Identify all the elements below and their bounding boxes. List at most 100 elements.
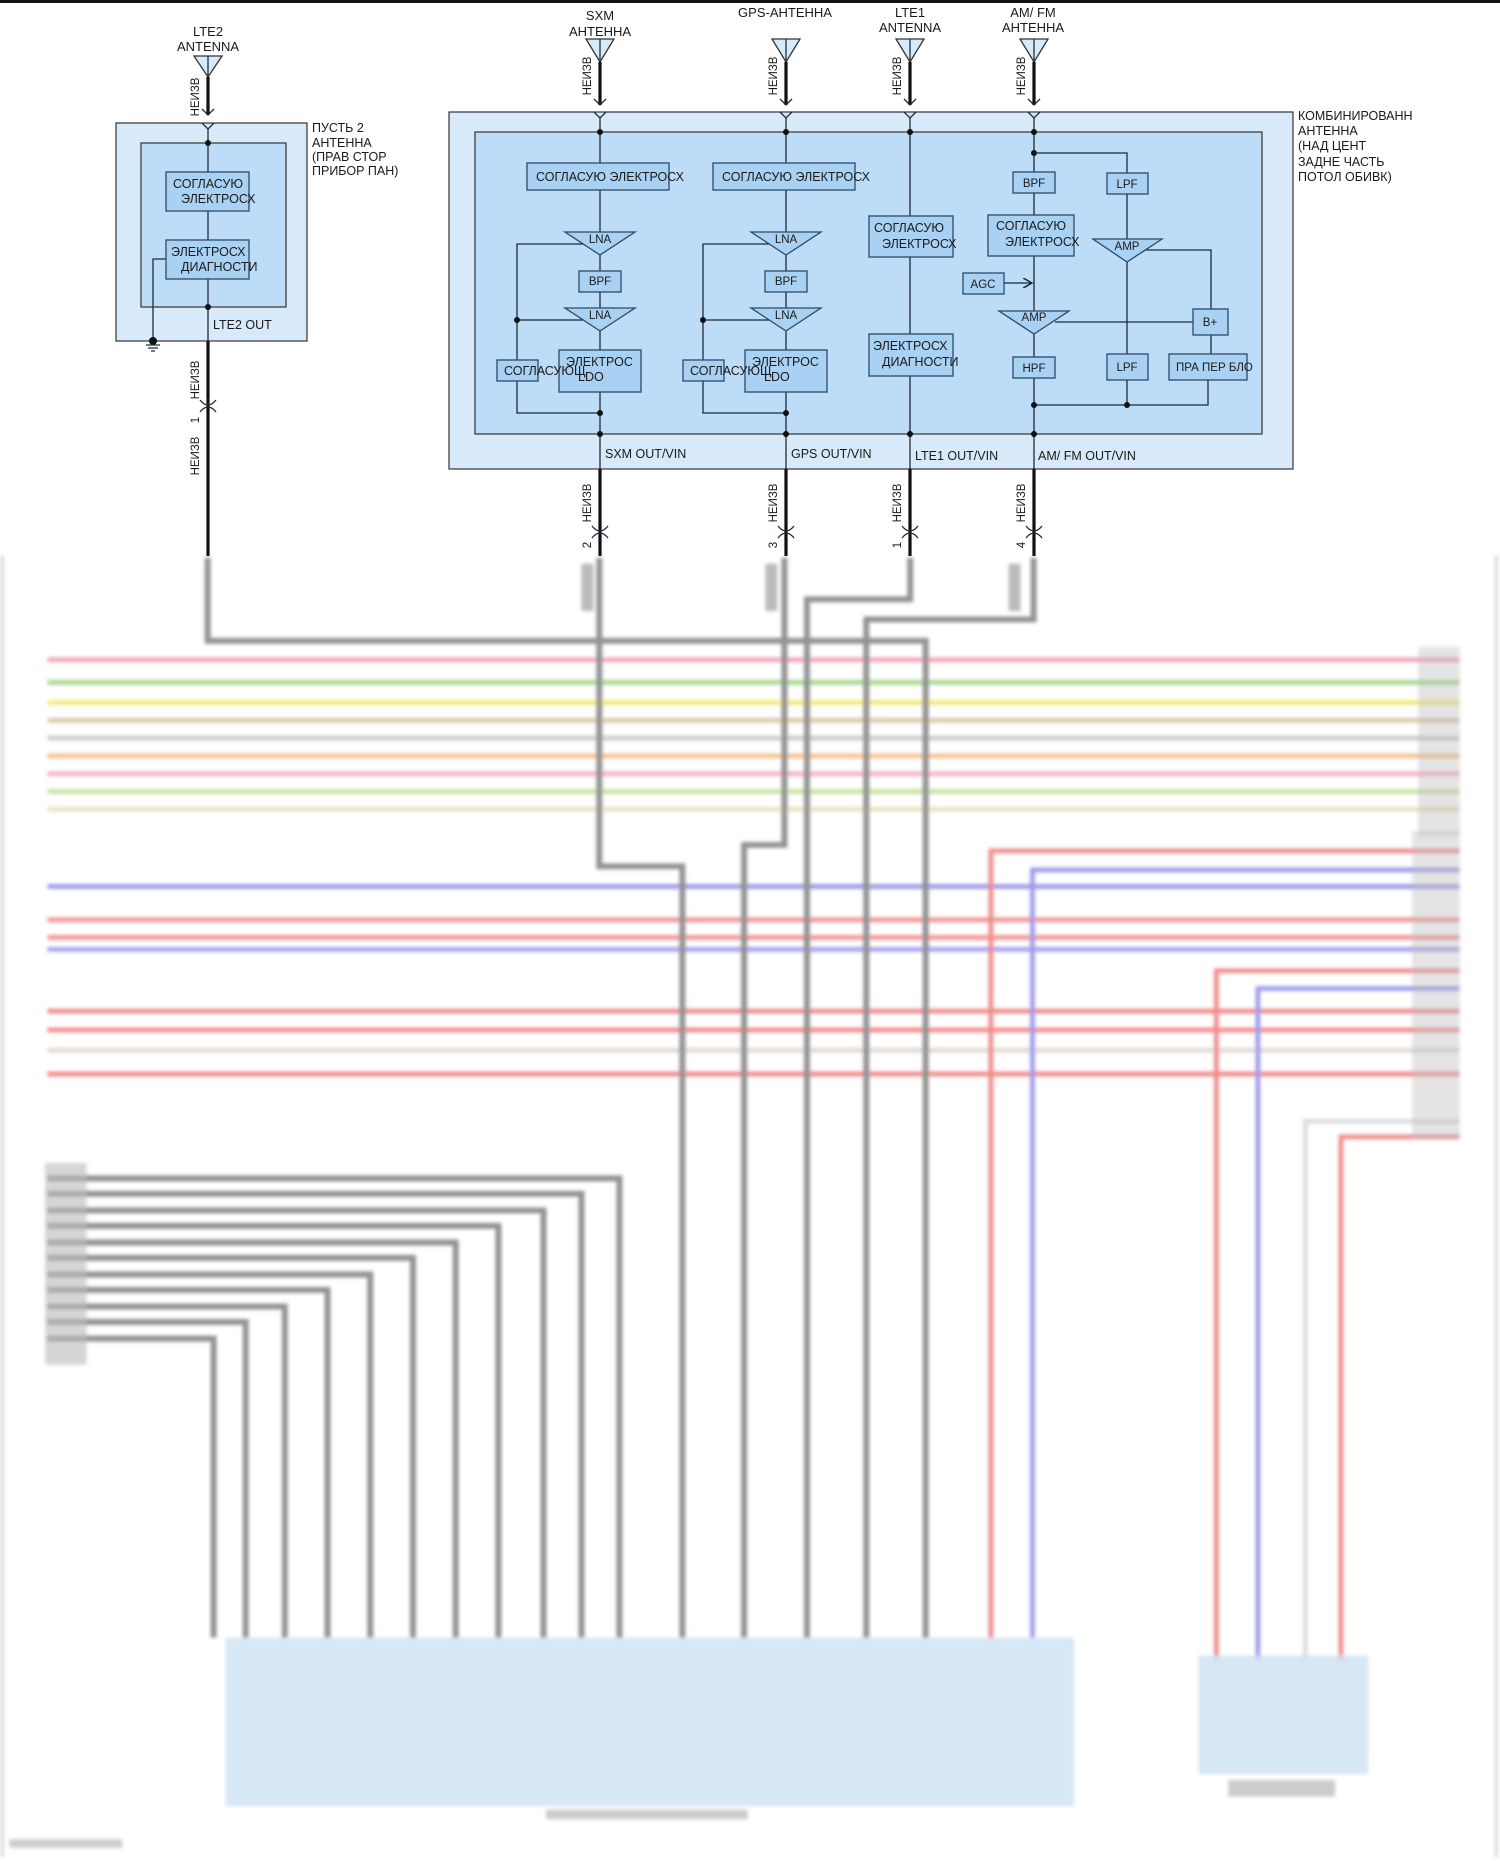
top-border: [0, 0, 1500, 3]
connector-icon: [199, 399, 217, 413]
block-label: LNA: [775, 310, 798, 322]
lpf-block: [1106, 172, 1149, 195]
module-name: ПРИБОР ПАН): [312, 164, 398, 178]
antenna-feeds: НЕИЗВ НЕИЗВ НЕИЗВ НЕИЗВ: [582, 38, 1050, 106]
block-label: LPF: [1116, 179, 1137, 191]
connector-block: [1198, 1655, 1369, 1775]
matching-circuit-block: [712, 162, 856, 191]
connector-icon: [901, 525, 919, 539]
wire-label: НЕИЗВ: [1016, 56, 1028, 95]
lte1-antenna: LTE1 ANTENNA: [879, 5, 941, 35]
power-supply-block: [1168, 353, 1248, 381]
gps-channel: СОГЛАСУЮ ЭЛЕКТРОСХ LNA BPF LNA ЭЛЕКТРОС …: [682, 111, 872, 469]
module-name: ПОТОЛ ОБИВК): [1298, 170, 1392, 184]
lna-amplifier-icon: [562, 307, 638, 332]
block-label: СОГЛАСУЮЩ: [504, 364, 586, 378]
wire-label: НЕИЗВ: [582, 483, 594, 522]
module-name: ЗАДНЕ ЧАСТЬ: [1298, 155, 1384, 169]
bpf-block: [578, 270, 622, 293]
block-label: AMP: [1022, 312, 1047, 324]
antenna-label: АНТЕННА: [569, 24, 631, 39]
pin-number: 3: [768, 542, 780, 548]
wire-label: НЕИЗВ: [892, 56, 904, 95]
matching-circuit-block: [526, 162, 670, 191]
amp-icon: [996, 310, 1072, 335]
wire-label: НЕИЗВ: [190, 77, 202, 116]
pin-number: 2: [582, 542, 594, 548]
matching-circuit-block: [165, 171, 250, 212]
module-name: АНТЕННА: [1298, 124, 1358, 138]
module-name: (НАД ЦЕНТ: [1298, 139, 1366, 153]
connector-icon: [777, 525, 795, 539]
block-label: LNA: [589, 234, 612, 246]
block-label: СОГЛАСУЮ: [874, 221, 944, 235]
antenna-label: GPS-АНТЕННА: [738, 5, 832, 20]
pin-number: 1: [190, 417, 202, 423]
connector-arrow-icon: [201, 108, 215, 116]
antenna-label: LTE1: [895, 5, 925, 20]
diagnostic-circuit-block: [165, 239, 250, 280]
lna-amplifier-icon: [748, 231, 824, 256]
b-plus-block: [1192, 308, 1229, 336]
blurred-label-marks: [45, 563, 1460, 1365]
lte2-antenna-label: LTE2: [193, 24, 223, 39]
ground-icon: [149, 337, 157, 345]
block-label: ЭЛЕКТРОСХ: [171, 245, 246, 259]
blurred-harness-section: [1, 555, 1498, 1858]
block-label: ДИАГНОСТИ: [181, 260, 258, 274]
block-label: BPF: [775, 276, 797, 288]
lna-amplifier-icon: [562, 231, 638, 256]
combined-antenna-module: КОМБИНИРОВАНН АНТЕННА (НАД ЦЕНТ ЗАДНЕ ЧА…: [448, 109, 1413, 470]
output-label: LTE2 OUT: [213, 318, 272, 332]
connector-icon: [591, 525, 609, 539]
pin-number: 4: [1016, 541, 1028, 548]
block-label: СОГЛАСУЮ ЭЛЕКТРОСХ: [722, 170, 871, 184]
output-label: LTE1 OUT/VIN: [915, 449, 998, 463]
antenna-label: ANTENNA: [879, 20, 941, 35]
block-label: AGC: [971, 279, 996, 291]
lpf-block: [1106, 353, 1149, 381]
pin-number: 1: [892, 542, 904, 548]
wire-label: НЕИЗВ: [768, 56, 780, 95]
wire-label: НЕИЗВ: [190, 436, 202, 475]
module-name: ПУСТЬ 2: [312, 121, 364, 135]
block-label: ЭЛЕКТРОС: [566, 355, 633, 369]
block-label: СОГЛАСУЮ ЭЛЕКТРОСХ: [536, 170, 685, 184]
hpf-block: [1012, 356, 1056, 379]
block-label: ЭЛЕКТРОСХ: [1005, 235, 1080, 249]
wire-label: НЕИЗВ: [582, 56, 594, 95]
block-label: СОГЛАСУЮ: [173, 177, 243, 191]
matching-circuit-block: [868, 215, 954, 258]
block-label: AMP: [1115, 241, 1140, 253]
wire-label: НЕИЗВ: [190, 360, 202, 399]
module-name: (ПРАВ СТОР: [312, 150, 387, 164]
lte1-channel: СОГЛАСУЮ ЭЛЕКТРОСХ ЭЛЕКТРОСХ ДИАГНОСТИ L…: [868, 111, 998, 469]
block-label: LNA: [589, 310, 612, 322]
matching-circuit-block: [987, 214, 1075, 257]
output-label: SXM OUT/VIN: [605, 447, 686, 461]
lte2-module: СОГЛАСУЮ ЭЛЕКТРОСХ ЭЛЕКТРОСХ ДИАГНОСТИ L…: [115, 121, 398, 352]
wire-label: НЕИЗВ: [768, 483, 780, 522]
block-label: LPF: [1116, 362, 1137, 374]
ldo-block: [744, 349, 828, 393]
lte2-antenna-label: ANTENNA: [177, 39, 239, 54]
block-label: LDO: [578, 370, 604, 384]
lte2-output-wire: НЕИЗВ 1 НЕИЗВ: [190, 341, 217, 556]
lte2-antenna: LTE2 ANTENNA НЕИЗВ: [177, 24, 239, 116]
connector-icon: [1025, 525, 1043, 539]
sxm-antenna: SXM АНТЕННА: [569, 8, 631, 39]
block-label: ЭЛЕКТРОСХ: [882, 237, 957, 251]
module-name: АНТЕННА: [312, 136, 372, 150]
antenna-label: SXM: [586, 8, 614, 23]
module-output-wires: НЕИЗВ 2 НЕИЗВ 3 НЕИЗВ 1 НЕИЗВ 4: [582, 469, 1043, 556]
block-label: СОГЛАСУЮЩ: [690, 364, 772, 378]
block-label: ЭЛЕКТРОСХ: [181, 192, 256, 206]
antenna-label: AM/ FM: [1010, 5, 1056, 20]
amfm-channel: BPF LPF СОГЛАСУЮ ЭЛЕКТРОСХ AMP AGC AMP B…: [962, 111, 1253, 469]
block-label: ПРА ПЕР БЛО: [1176, 362, 1253, 374]
sxm-channel: СОГЛАСУЮ ЭЛЕКТРОСХ LNA BPF LNA ЭЛЕКТРОС …: [496, 111, 686, 469]
amfm-antenna: AM/ FM АНТЕННА: [1002, 5, 1064, 35]
block-label: ДИАГНОСТИ: [882, 355, 959, 369]
gps-antenna: GPS-АНТЕННА: [738, 5, 832, 20]
